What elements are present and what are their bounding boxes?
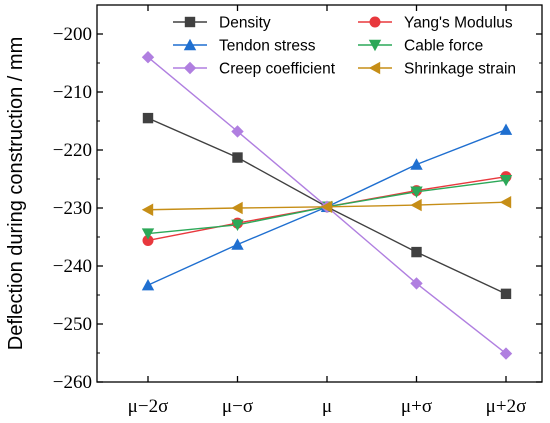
series-layer bbox=[141, 51, 513, 360]
data-point bbox=[142, 234, 154, 246]
legend-marker bbox=[183, 61, 197, 75]
y-axis: −200 −210 −220 −230 −240 −250 −260 bbox=[53, 24, 542, 393]
data-point bbox=[410, 277, 423, 290]
x-tick-label: μ+σ bbox=[401, 396, 432, 417]
legend-marker bbox=[369, 16, 381, 28]
data-point bbox=[410, 158, 423, 170]
y-tick-label: −220 bbox=[53, 140, 92, 161]
legend-marker bbox=[184, 16, 196, 28]
y-tick-label: −230 bbox=[53, 198, 92, 219]
data-point bbox=[141, 203, 154, 216]
data-point bbox=[410, 186, 423, 198]
legend-label: Cable force bbox=[404, 38, 483, 55]
data-point bbox=[499, 174, 513, 187]
legend-marker bbox=[183, 38, 197, 51]
data-point bbox=[142, 112, 154, 124]
y-tick-label: −240 bbox=[53, 256, 92, 277]
data-point bbox=[141, 228, 155, 240]
data-point bbox=[232, 152, 243, 163]
legend-label: Shrinkage strain bbox=[404, 61, 516, 78]
legend-marker bbox=[368, 39, 382, 52]
data-point bbox=[499, 347, 513, 360]
x-tick-label: μ+2σ bbox=[486, 396, 527, 417]
series-shrinkage-strain bbox=[141, 196, 512, 216]
data-point bbox=[231, 201, 243, 215]
data-point bbox=[231, 125, 244, 138]
x-axis: μ−2σ μ−σ μ μ+σ μ+2σ bbox=[128, 5, 527, 417]
data-point bbox=[410, 198, 422, 212]
y-tick-label: −260 bbox=[53, 372, 92, 393]
data-point bbox=[499, 196, 512, 209]
y-tick-label: −200 bbox=[53, 24, 92, 45]
legend-label: Yang's Modulus bbox=[404, 15, 513, 32]
data-point bbox=[141, 51, 155, 64]
data-point bbox=[320, 200, 333, 214]
legend-item: Density bbox=[173, 15, 271, 32]
legend-item: Yang's Modulus bbox=[358, 15, 513, 32]
data-point bbox=[231, 238, 244, 250]
x-tick-label: μ bbox=[322, 396, 332, 417]
legend-item: Creep coefficient bbox=[173, 61, 336, 78]
y-tick-label: −210 bbox=[53, 82, 92, 103]
x-tick-label: μ−2σ bbox=[128, 396, 169, 417]
legend-item: Tendon stress bbox=[173, 38, 316, 55]
legend-marker bbox=[368, 61, 381, 75]
data-point bbox=[231, 219, 244, 232]
y-tick-label: −250 bbox=[53, 314, 92, 335]
data-point bbox=[411, 246, 422, 258]
legend-label: Creep coefficient bbox=[219, 61, 336, 78]
legend: Density Yang's Modulus Tendon stress Cable … bbox=[173, 15, 516, 78]
plot-border bbox=[96, 4, 543, 383]
data-point bbox=[141, 278, 155, 291]
x-tick-label: μ−σ bbox=[222, 396, 253, 417]
legend-label: Density bbox=[219, 15, 271, 32]
legend-label: Tendon stress bbox=[219, 38, 316, 55]
legend-item: Cable force bbox=[358, 38, 483, 55]
plot-frame bbox=[96, 4, 543, 383]
data-point bbox=[500, 288, 512, 300]
y-axis-title: Deflection during construction / mm bbox=[5, 37, 27, 350]
data-point bbox=[499, 123, 513, 135]
legend-item: Shrinkage strain bbox=[358, 61, 516, 78]
